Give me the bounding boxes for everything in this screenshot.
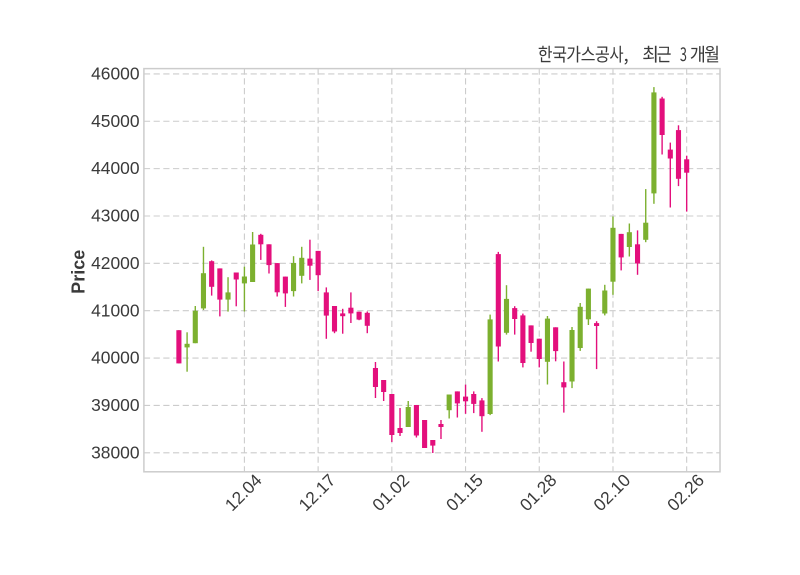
svg-text:43000: 43000 — [91, 206, 139, 226]
svg-text:46000: 46000 — [91, 64, 139, 84]
svg-text:42000: 42000 — [91, 253, 139, 273]
svg-text:41000: 41000 — [91, 300, 139, 320]
svg-text:39000: 39000 — [91, 395, 139, 415]
svg-text:45000: 45000 — [91, 111, 139, 131]
svg-text:40000: 40000 — [91, 348, 139, 368]
svg-text:44000: 44000 — [91, 158, 139, 178]
svg-text:Price: Price — [69, 250, 89, 294]
svg-text:38000: 38000 — [91, 442, 139, 462]
